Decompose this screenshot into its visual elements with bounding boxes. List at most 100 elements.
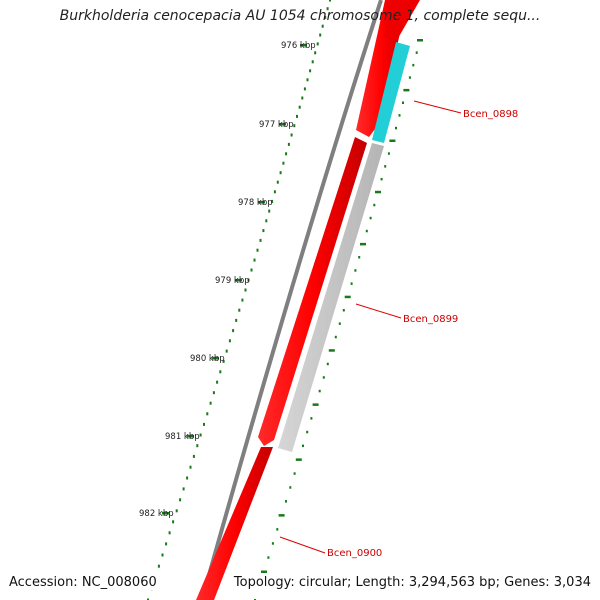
ruler-outer-tick xyxy=(350,282,353,285)
gene-forward-bottom[interactable] xyxy=(196,447,273,600)
ruler-minor-tick xyxy=(298,105,301,109)
ruler-minor-tick xyxy=(321,24,324,28)
ruler-minor-tick xyxy=(219,370,222,374)
ruler-minor-tick xyxy=(309,69,312,73)
ruler-outer-tick xyxy=(326,362,329,366)
ruler-minor-tick xyxy=(235,318,238,322)
ruler-outer-tick xyxy=(360,242,366,246)
ruler-outer-tick xyxy=(338,322,341,325)
ruler-minor-tick xyxy=(273,190,276,194)
ruler-outer-tick xyxy=(334,335,337,339)
ruler-minor-tick xyxy=(186,476,189,480)
ruler-outer-tick xyxy=(271,542,274,545)
gene-forward-middle[interactable] xyxy=(258,137,367,446)
ruler-outer-tick xyxy=(310,417,313,420)
ruler-minor-tick xyxy=(296,114,298,118)
ruler-outer-tick xyxy=(267,556,270,559)
ruler-minor-tick xyxy=(285,152,288,156)
ruler-minor-tick xyxy=(161,553,164,557)
ruler-minor-tick xyxy=(232,329,235,333)
ruler-outer-tick xyxy=(412,63,415,67)
ruler-minor-tick xyxy=(303,87,306,91)
ruler-minor-tick xyxy=(238,308,241,312)
ruler-outer-tick xyxy=(408,76,411,79)
tick-label-977: 977 kbp xyxy=(259,120,294,130)
ruler-minor-tick xyxy=(265,219,268,223)
ruler-minor-tick xyxy=(290,133,293,137)
ruler-major-ticks xyxy=(162,44,307,515)
ruler-minor-tick xyxy=(314,51,317,55)
ruler-minor-tick xyxy=(268,209,271,213)
ruler-minor-tick xyxy=(253,258,256,262)
ruler-minor-tick xyxy=(293,124,296,128)
ruler-outer-tick xyxy=(276,528,279,531)
ruler-major-tick xyxy=(279,123,286,126)
ruler-outer-tick xyxy=(261,570,267,573)
ruler-minor-tick xyxy=(212,391,215,395)
ruler-outer-tick xyxy=(395,126,397,130)
ruler-outer-tick xyxy=(278,514,285,517)
ruler-outer-tick xyxy=(369,216,372,220)
tick-label-978: 978 kbp xyxy=(238,198,273,208)
tick-label-981: 981 kbp xyxy=(165,432,200,442)
ruler-minor-tick xyxy=(216,380,219,384)
ruler-outer-tick xyxy=(373,203,376,207)
ruler-minor-tick xyxy=(192,454,195,458)
tick-label-980: 980 kbp xyxy=(190,354,225,364)
tick-label-976: 976 kbp xyxy=(281,41,316,51)
ruler-outer-tick xyxy=(389,139,396,142)
gene-bcen-0899-arrow[interactable] xyxy=(278,143,384,452)
ruler-minor-tick xyxy=(157,564,160,568)
ruler-outer-tick xyxy=(365,229,368,233)
ruler-minor-tick xyxy=(172,520,175,524)
ruler-major-tick xyxy=(212,357,219,360)
tick-label-979: 979 kbp xyxy=(215,276,250,286)
ruler-outer-tick xyxy=(375,190,381,194)
ruler-minor-tick xyxy=(326,7,329,11)
ruler-minor-tick xyxy=(165,542,168,546)
genome-summary-text: Topology: circular; Length: 3,294,563 bp… xyxy=(233,575,591,590)
gene-bcen-0898-arrow[interactable] xyxy=(372,42,410,143)
ruler-outer-tick xyxy=(312,403,319,406)
gene-label-bcen-0900[interactable]: Bcen_0900 xyxy=(327,548,382,559)
ruler-outer-tick xyxy=(289,486,292,489)
ruler-minor-tick xyxy=(209,401,212,405)
ruler-minor-tick xyxy=(250,268,253,272)
ruler-outer-tick xyxy=(293,472,296,475)
ruler-minor-tick xyxy=(282,161,285,165)
map-title: Burkholderia cenocepacia AU 1054 chromos… xyxy=(59,8,541,24)
ruler-minor-tick xyxy=(324,15,327,19)
leader-line-bcen-0900 xyxy=(279,536,326,554)
ruler-minor-tick xyxy=(206,412,209,416)
ruler-outer-tick xyxy=(354,269,357,272)
ruler-outer-tick xyxy=(306,430,309,434)
gene-label-bcen-0898[interactable]: Bcen_0898 xyxy=(463,109,518,120)
ruler-minor-tick xyxy=(182,487,185,491)
ruler-outer-tick xyxy=(384,165,387,168)
ruler-minor-tick xyxy=(168,531,171,535)
ruler-tick-labels: 976 kbp 977 kbp 978 kbp 979 kbp 980 kbp … xyxy=(139,41,316,519)
ruler-outer-tick xyxy=(398,114,401,117)
ruler-minor-tick xyxy=(262,229,265,233)
ruler-minor-tick xyxy=(276,180,279,184)
ruler-minor-tick xyxy=(179,498,182,502)
ruler-minor-tick xyxy=(301,96,304,100)
ruler-minor-tick xyxy=(189,465,192,469)
ruler-outer-tick xyxy=(387,152,390,155)
ruler-minor-tick xyxy=(279,171,282,175)
ruler-outer-tick xyxy=(285,500,287,503)
ruler-major-tick xyxy=(258,201,265,204)
gene-top-right-arrow[interactable] xyxy=(384,0,420,40)
ruler-minor-ticks xyxy=(147,0,423,600)
gene-label-bcen-0899[interactable]: Bcen_0899 xyxy=(403,314,458,325)
ruler-minor-tick xyxy=(329,0,331,2)
ruler-minor-tick xyxy=(228,339,231,343)
ruler-outer-tick xyxy=(322,376,325,379)
ruler-outer-tick xyxy=(342,309,345,312)
ruler-minor-tick xyxy=(244,288,247,292)
ruler-minor-tick xyxy=(319,33,322,37)
ruler-outer-tick xyxy=(415,51,418,54)
ruler-minor-tick xyxy=(241,298,244,302)
ruler-minor-tick xyxy=(196,444,199,448)
